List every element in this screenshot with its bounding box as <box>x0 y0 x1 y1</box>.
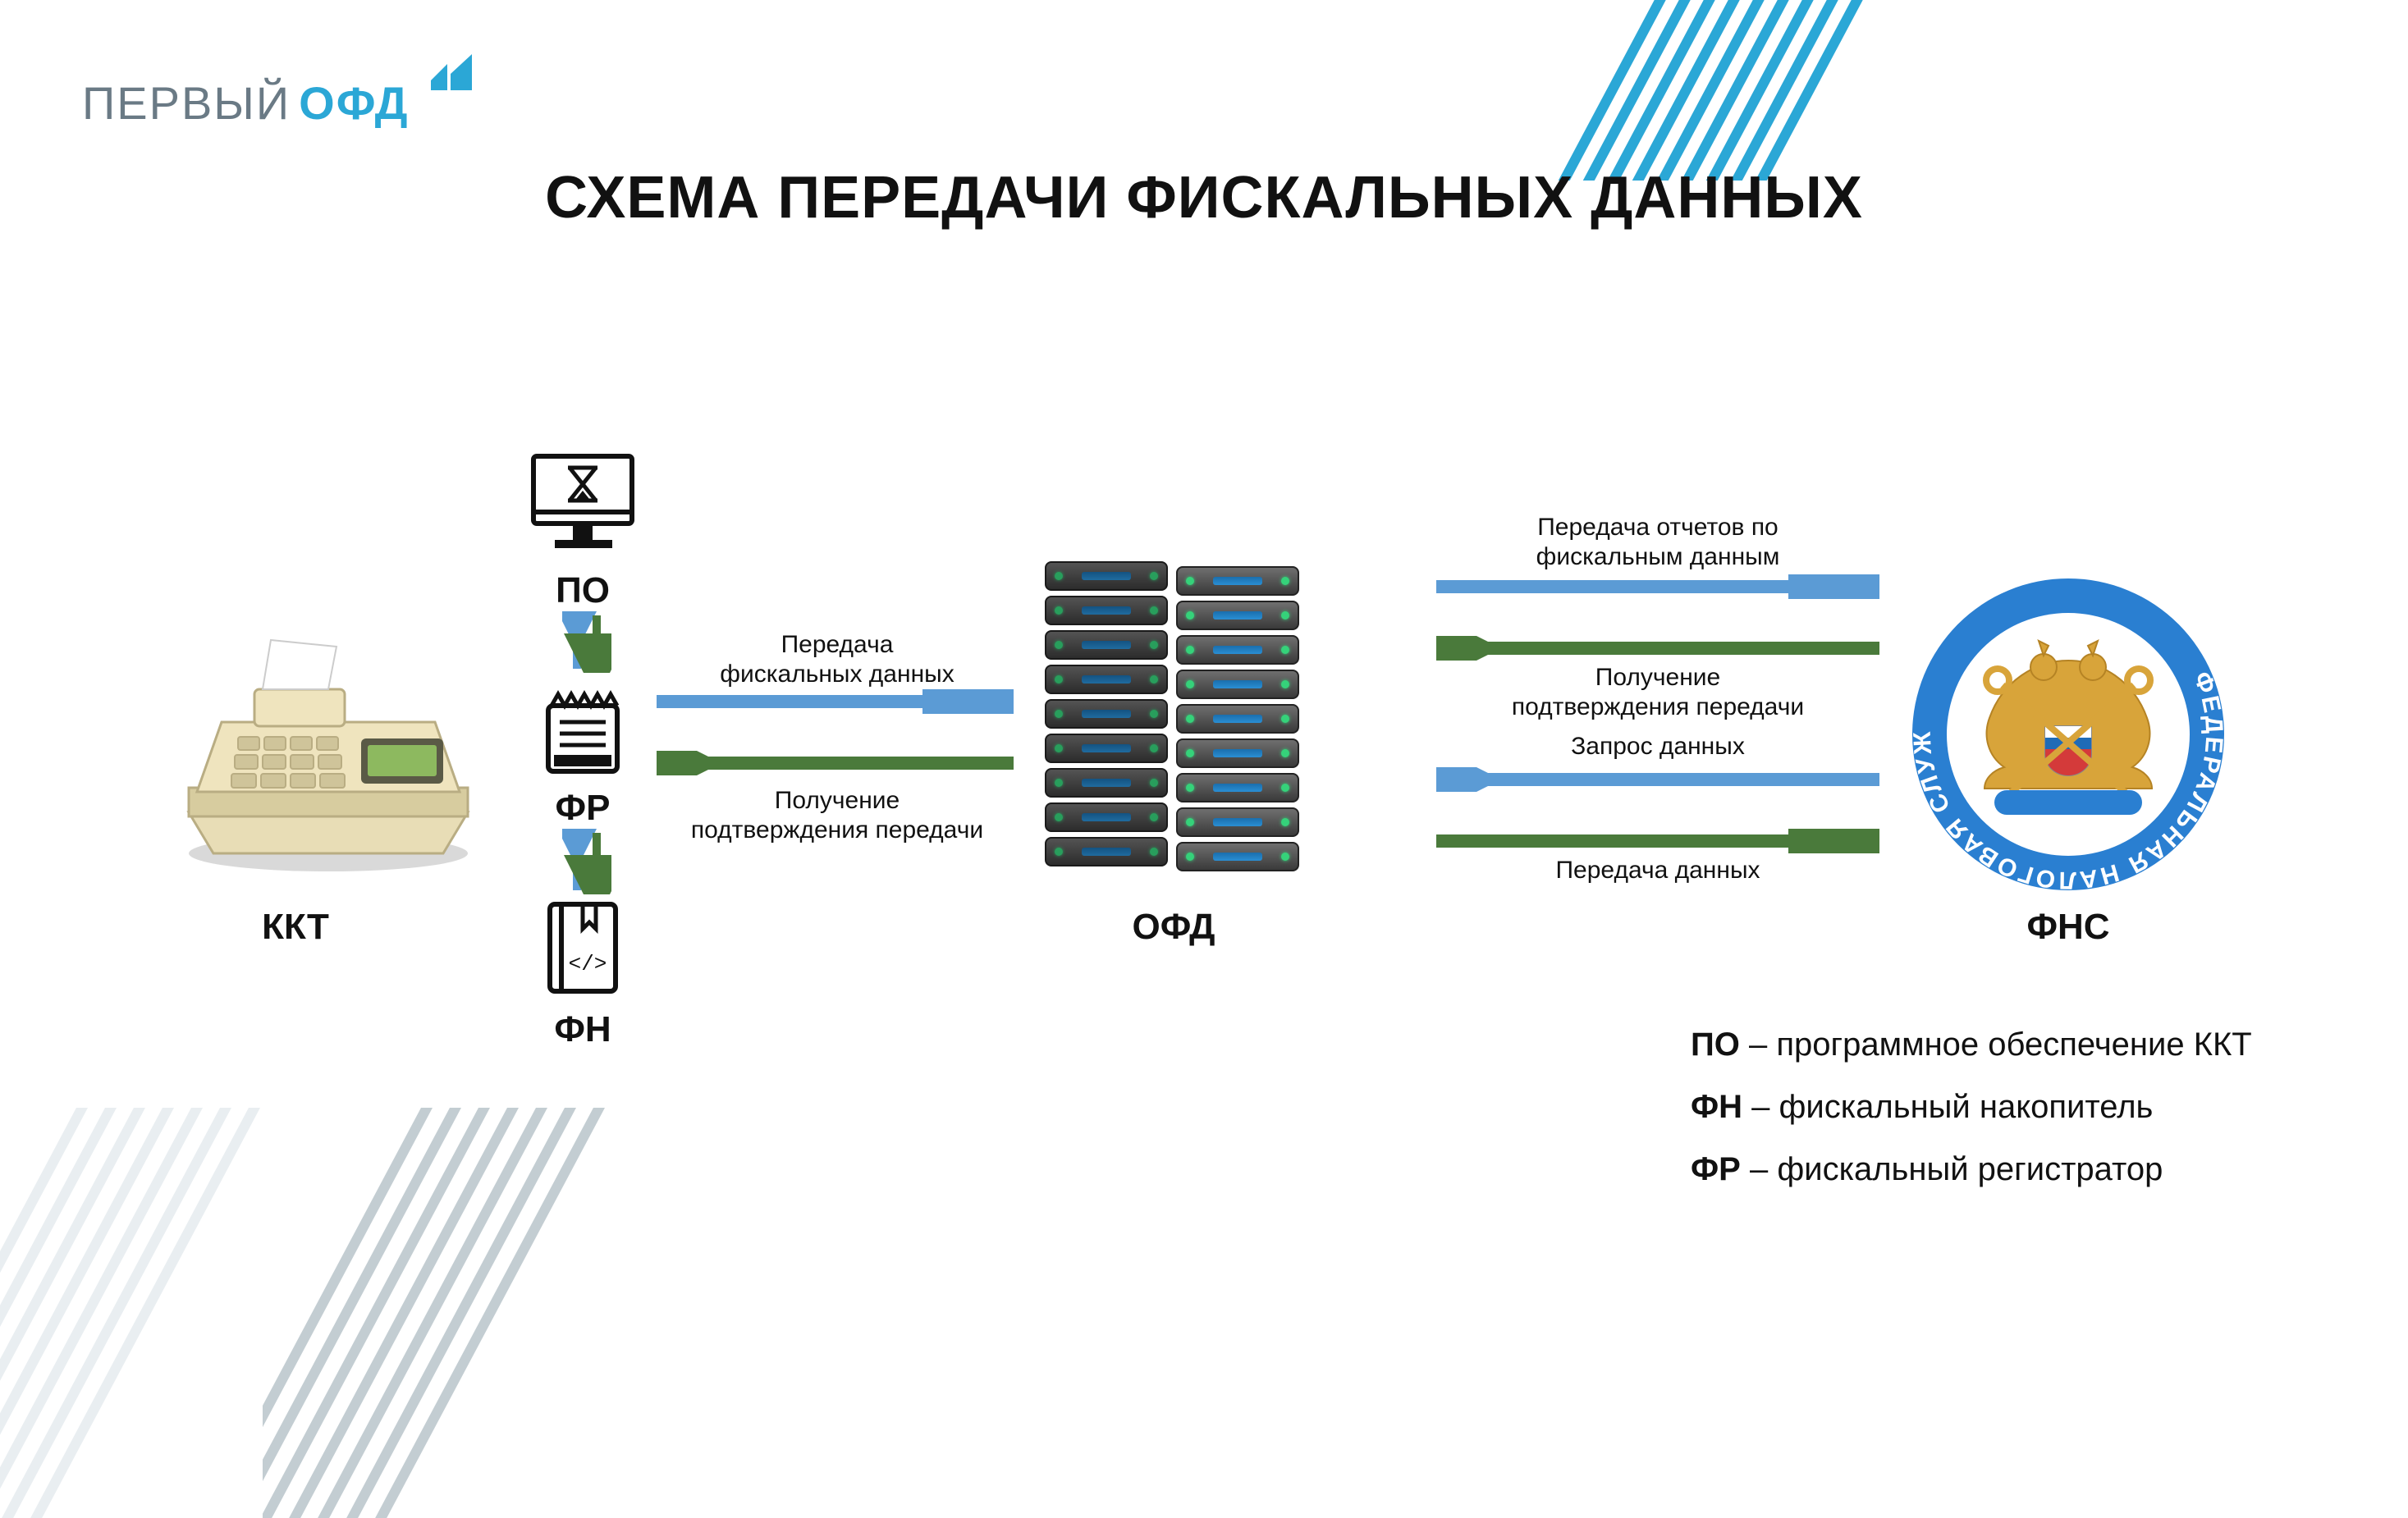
caption-kkt-ofd-back: Получениеподтверждения передачи <box>665 786 1009 845</box>
arrow-ofd-fns-fwd <box>1436 574 1879 599</box>
logo-word-1: ПЕРВЫЙ <box>82 76 291 130</box>
legend: ПО – программное обеспечение ККТ ФН – фи… <box>1691 1013 2252 1200</box>
arrow-fr-fn <box>562 829 611 894</box>
svg-text:</>: </> <box>569 952 607 976</box>
ofd-label: ОФД <box>1051 907 1297 948</box>
ofd-icon <box>1026 566 1321 871</box>
po-icon <box>525 450 640 560</box>
decor-hatch-top <box>1554 0 1899 181</box>
caption-ofd-fns-fwd: Передача отчетов пофискальным данным <box>1428 513 1888 572</box>
fn-icon: </> <box>525 894 640 1005</box>
page-title: СХЕМА ПЕРЕДАЧИ ФИСКАЛЬНЫХ ДАННЫХ <box>0 164 2408 231</box>
caption-fns-ofd-req: Запрос данных <box>1428 732 1888 761</box>
arrow-fns-ofd-req <box>1436 767 1879 792</box>
arrow-po-fr <box>562 611 611 673</box>
fr-icon <box>525 673 640 784</box>
caption-ofd-fns-resp: Передача данных <box>1428 856 1888 885</box>
legend-row-fn: ФН – фискальный накопитель <box>1691 1076 2252 1138</box>
arrow-ofd-fns-back <box>1436 636 1879 661</box>
fn-label: ФН <box>525 1009 640 1050</box>
po-label: ПО <box>525 570 640 611</box>
fr-label: ФР <box>525 788 640 829</box>
kkt-label: ККТ <box>213 907 378 948</box>
logo-word-2: ОФД <box>299 76 409 130</box>
arrow-kkt-ofd-back <box>657 751 1014 775</box>
caption-kkt-ofd-fwd: Передачафискальных данных <box>665 630 1009 689</box>
logo-mark-icon <box>421 57 478 115</box>
kkt-icon <box>164 632 492 878</box>
legend-row-fr: ФР – фискальный регистратор <box>1691 1138 2252 1200</box>
legend-row-po: ПО – программное обеспечение ККТ <box>1691 1013 2252 1076</box>
caption-ofd-fns-back: Получениеподтверждения передачи <box>1428 663 1888 722</box>
logo: ПЕРВЫЙ ОФД <box>82 57 478 130</box>
fns-icon: ФЕДЕРАЛЬНАЯ НАЛОГОВАЯ СЛУЖБА <box>1904 570 2232 903</box>
arrow-kkt-ofd-fwd <box>657 689 1014 714</box>
arrow-ofd-fns-resp <box>1436 829 1879 853</box>
fns-label: ФНС <box>1986 907 2150 948</box>
decor-hatch-bl-dark <box>263 1108 755 1518</box>
